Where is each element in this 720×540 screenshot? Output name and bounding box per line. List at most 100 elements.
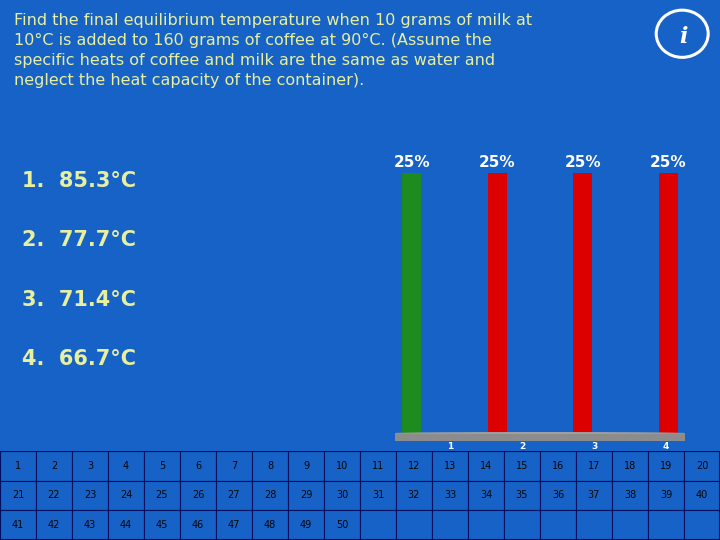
Text: 37: 37: [588, 490, 600, 501]
Bar: [324, 510, 360, 540]
Bar: [612, 481, 648, 510]
Bar: [144, 451, 180, 481]
Text: 46: 46: [192, 520, 204, 530]
Text: 22: 22: [48, 490, 60, 501]
Bar: [252, 481, 288, 510]
Text: 40: 40: [696, 490, 708, 501]
Text: 15: 15: [516, 461, 528, 471]
Text: 42: 42: [48, 520, 60, 530]
Text: 8: 8: [267, 461, 273, 471]
Bar: [684, 510, 720, 540]
Text: 19: 19: [660, 461, 672, 471]
Text: 29: 29: [300, 490, 312, 501]
Text: 30: 30: [336, 490, 348, 501]
Text: 3.  71.4°C: 3. 71.4°C: [22, 289, 135, 310]
Bar: [108, 510, 144, 540]
Bar: [252, 451, 288, 481]
Bar: [648, 510, 684, 540]
Bar: [540, 510, 576, 540]
Text: 25%: 25%: [564, 155, 601, 170]
Text: 34: 34: [480, 490, 492, 501]
Bar: [504, 451, 540, 481]
Bar: [36, 510, 72, 540]
Bar: [288, 451, 324, 481]
Text: 1.  85.3°C: 1. 85.3°C: [22, 171, 136, 191]
Bar: [0, 451, 36, 481]
Text: Find the final equilibrium temperature when 10 grams of milk at
10°C is added to: Find the final equilibrium temperature w…: [14, 14, 533, 88]
Text: 35: 35: [516, 490, 528, 501]
Bar: [612, 510, 648, 540]
Text: 27: 27: [228, 490, 240, 501]
Bar: [468, 510, 504, 540]
Text: i: i: [679, 26, 688, 49]
Ellipse shape: [573, 173, 593, 174]
Text: 9: 9: [303, 461, 309, 471]
Bar: [72, 451, 108, 481]
Text: 47: 47: [228, 520, 240, 530]
Text: 1: 1: [15, 461, 21, 471]
Text: 16: 16: [552, 461, 564, 471]
Bar: [180, 481, 216, 510]
Text: 39: 39: [660, 490, 672, 501]
Text: 13: 13: [444, 461, 456, 471]
Bar: [36, 481, 72, 510]
Text: 25: 25: [156, 490, 168, 501]
Bar: [576, 510, 612, 540]
Text: 17: 17: [588, 461, 600, 471]
Text: 23: 23: [84, 490, 96, 501]
Bar: [324, 481, 360, 510]
Bar: [72, 481, 108, 510]
Ellipse shape: [395, 432, 685, 434]
Bar: [36, 451, 72, 481]
Bar: [648, 451, 684, 481]
Bar: [468, 451, 504, 481]
Bar: [108, 451, 144, 481]
Bar: [324, 451, 360, 481]
Text: 4.  66.7°C: 4. 66.7°C: [22, 349, 135, 369]
Bar: [396, 481, 432, 510]
Bar: [144, 510, 180, 540]
Text: 26: 26: [192, 490, 204, 501]
Ellipse shape: [402, 173, 421, 174]
Bar: [573, 173, 593, 433]
Text: 3: 3: [591, 442, 597, 451]
Text: 24: 24: [120, 490, 132, 501]
Bar: [180, 451, 216, 481]
Text: 44: 44: [120, 520, 132, 530]
Text: 1: 1: [447, 442, 453, 451]
Text: 5: 5: [159, 461, 165, 471]
Text: 32: 32: [408, 490, 420, 501]
Text: 25%: 25%: [479, 155, 516, 170]
Bar: [504, 510, 540, 540]
Ellipse shape: [573, 433, 593, 434]
Bar: [216, 510, 252, 540]
Text: 18: 18: [624, 461, 636, 471]
Text: 7: 7: [231, 461, 237, 471]
Bar: [396, 451, 432, 481]
Text: 28: 28: [264, 490, 276, 501]
Bar: [395, 433, 685, 441]
Text: 49: 49: [300, 520, 312, 530]
Bar: [540, 451, 576, 481]
Text: 25%: 25%: [393, 155, 430, 170]
Ellipse shape: [659, 433, 678, 434]
Bar: [180, 510, 216, 540]
Text: 12: 12: [408, 461, 420, 471]
Text: 25%: 25%: [650, 155, 687, 170]
Bar: [216, 451, 252, 481]
Bar: [684, 451, 720, 481]
Bar: [252, 510, 288, 540]
Bar: [288, 510, 324, 540]
Bar: [402, 173, 421, 433]
Bar: [684, 481, 720, 510]
Text: 3: 3: [87, 461, 93, 471]
Text: 2: 2: [51, 461, 57, 471]
Text: 50: 50: [336, 520, 348, 530]
Text: 6: 6: [195, 461, 201, 471]
Text: 48: 48: [264, 520, 276, 530]
Bar: [0, 510, 36, 540]
Text: 10: 10: [336, 461, 348, 471]
Bar: [216, 481, 252, 510]
Ellipse shape: [402, 433, 421, 434]
Bar: [576, 481, 612, 510]
